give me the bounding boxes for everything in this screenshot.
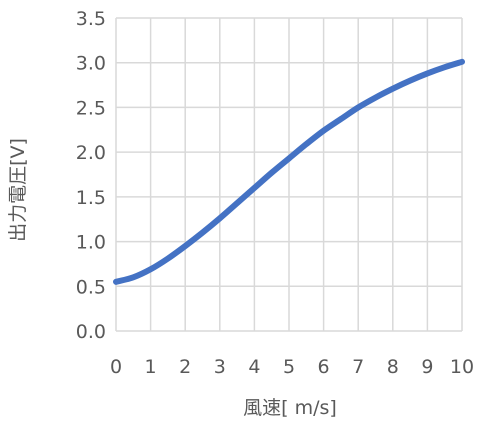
x-tick-label: 9	[421, 356, 433, 378]
x-tick-label: 2	[179, 356, 191, 378]
y-tick-labels: 0.0 0.5 1.0 1.5 2.0 2.5 3.0 3.5	[76, 8, 106, 343]
series-layer	[113, 58, 465, 285]
y-tick-label: 2.0	[76, 142, 106, 164]
x-tick-label: 7	[352, 356, 364, 378]
y-tick-label: 1.0	[76, 232, 106, 254]
y-tick-label: 0.5	[76, 276, 106, 298]
x-tick-label: 5	[283, 356, 295, 378]
y-axis-title: 出力電圧[V]	[7, 138, 29, 242]
x-tick-label: 1	[145, 356, 157, 378]
y-tick-label: 2.5	[76, 97, 106, 119]
x-tick-label: 8	[387, 356, 399, 378]
x-tick-labels: 0 1 2 3 4 5 6 7 8 9 10	[110, 356, 474, 378]
x-gridlines	[115, 18, 463, 331]
x-tick-label: 0	[110, 356, 122, 378]
x-tick-label: 3	[214, 356, 226, 378]
y-tick-label: 1.5	[76, 187, 106, 209]
x-axis-title: 風速[ m/s]	[243, 397, 337, 419]
x-tick-label: 10	[450, 356, 474, 378]
y-tick-label: 3.5	[76, 8, 106, 30]
x-tick-label: 4	[248, 356, 260, 378]
series-line	[113, 58, 465, 285]
y-tick-label: 3.0	[76, 53, 106, 75]
y-tick-label: 0.0	[76, 321, 106, 343]
x-tick-label: 6	[318, 356, 330, 378]
